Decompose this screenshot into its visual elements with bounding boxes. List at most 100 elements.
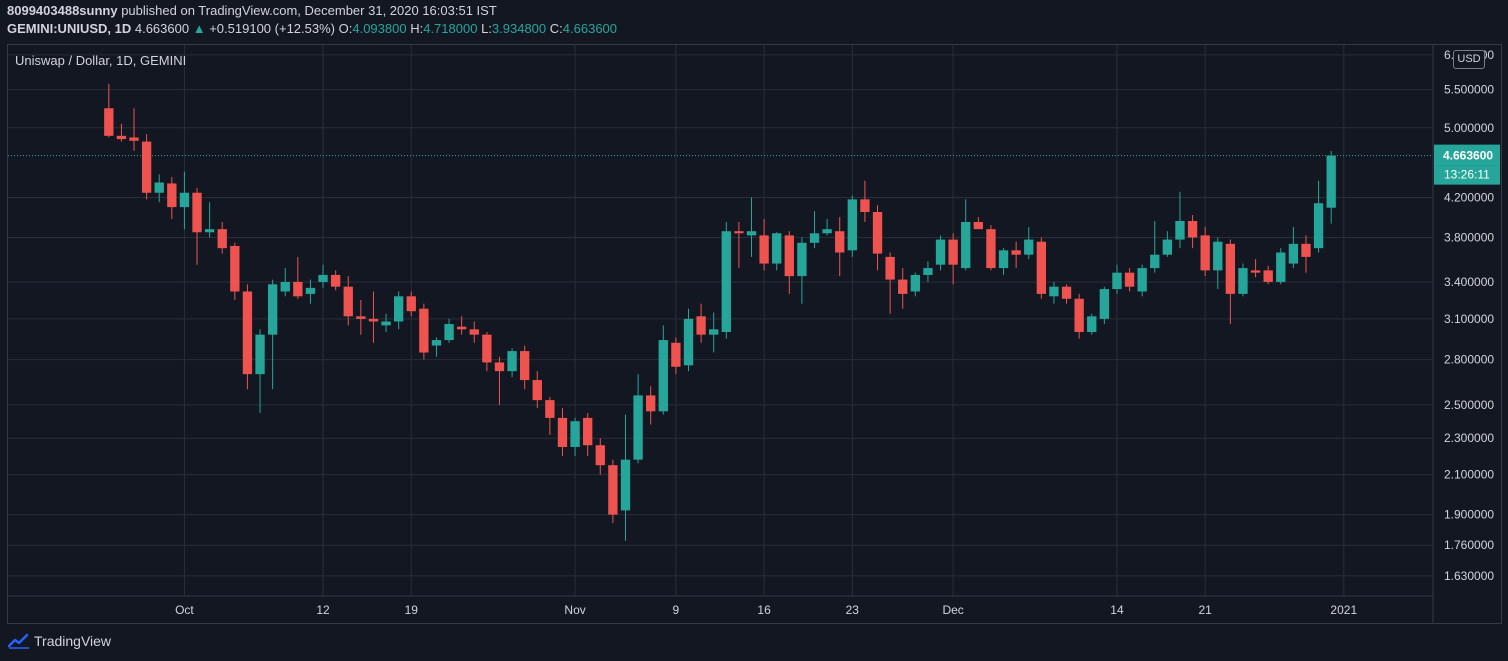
candle-body	[721, 231, 731, 332]
candle-body	[1301, 243, 1311, 257]
price-tick-label: 2.100000	[1444, 468, 1494, 482]
candle-body	[141, 141, 152, 193]
candle-body	[1250, 270, 1261, 273]
candle-body	[532, 380, 542, 401]
time-tick-label: 21	[1198, 603, 1212, 617]
candle-body	[835, 231, 845, 253]
candle-body	[570, 421, 580, 448]
candle-body	[1313, 203, 1324, 249]
chart-frame	[7, 44, 1502, 624]
candle-body	[948, 239, 958, 265]
candle-body	[356, 316, 366, 319]
candle-body	[1150, 254, 1160, 269]
price-tick-label: 1.760000	[1444, 538, 1494, 552]
candle-body	[583, 417, 593, 446]
candle-body	[494, 362, 505, 372]
high-label: H:	[410, 21, 424, 36]
candle-body	[381, 321, 391, 326]
candle-body	[847, 199, 857, 251]
symbol-label: GEMINI:UNIUSD, 1D	[7, 21, 132, 36]
brand-label: TradingView	[34, 633, 112, 649]
price-tick-label: 3.100000	[1444, 312, 1494, 326]
candle-body	[469, 329, 479, 335]
candle-body	[204, 229, 215, 233]
candle-body	[923, 268, 933, 275]
candle-body	[393, 296, 404, 322]
candle-body	[217, 229, 227, 249]
candle-body	[1124, 272, 1135, 287]
candle-body	[696, 316, 706, 335]
open-label: O:	[338, 21, 353, 36]
candle-body	[267, 284, 278, 335]
close-value: 4.663600	[562, 21, 618, 36]
candle-body	[772, 233, 782, 264]
candle-body	[557, 417, 568, 448]
time-tick-label: 2021	[1330, 603, 1357, 617]
candle-body	[507, 351, 517, 372]
candle-body	[368, 318, 379, 322]
candle-body	[154, 182, 164, 193]
candle-body	[746, 231, 757, 236]
candle-body	[482, 334, 492, 363]
candle-body	[167, 183, 177, 208]
time-tick-label: Dec	[942, 603, 963, 617]
candle-body	[444, 324, 454, 341]
candle-body	[986, 229, 996, 269]
up-arrow-icon: ▲	[192, 21, 206, 36]
candle-body	[885, 256, 895, 280]
price-tick-label: 4.200000	[1444, 190, 1494, 204]
price-tick-label: 3.400000	[1444, 275, 1494, 289]
candle-body	[1099, 289, 1110, 319]
price-tick-label: 3.800000	[1444, 230, 1494, 244]
candle-body	[709, 329, 719, 335]
candle-body	[1200, 235, 1210, 271]
open-value: 4.093800	[352, 21, 407, 36]
candle-body	[961, 222, 971, 269]
candle-body	[1187, 220, 1198, 238]
candle-body	[998, 250, 1009, 269]
candle-body	[1112, 272, 1122, 290]
chart-title: Uniswap / Dollar, 1D, GEMINI	[15, 53, 187, 68]
candle-body	[809, 233, 820, 243]
candle-body	[910, 274, 920, 292]
candle-body	[658, 340, 668, 412]
candle-body	[242, 291, 253, 375]
price-change: +0.519100 (+12.53%)	[209, 21, 335, 36]
candle-body	[620, 459, 631, 511]
price-tick-label: 5.000000	[1444, 121, 1494, 135]
candle-body	[1061, 286, 1072, 299]
countdown-badge	[1434, 165, 1500, 185]
time-tick-label: 19	[405, 603, 419, 617]
time-tick-label: 14	[1110, 603, 1124, 617]
currency-selector[interactable]: USD	[1453, 50, 1485, 69]
candle-body	[797, 242, 807, 277]
time-tick-label: 9	[673, 603, 680, 617]
low-label: L:	[481, 21, 492, 36]
price-tick-label: 2.500000	[1444, 398, 1494, 412]
price-tick-label: 1.900000	[1444, 508, 1494, 522]
candle-body	[822, 229, 832, 234]
candle-body	[1036, 241, 1047, 294]
candle-body	[1276, 252, 1286, 282]
candle-body	[1175, 220, 1185, 240]
time-tick-label: Oct	[175, 603, 194, 617]
candle-body	[104, 108, 114, 136]
time-tick-label: 23	[846, 603, 860, 617]
last-price-badge-label: 4.663600	[1443, 149, 1493, 163]
tradingview-logo[interactable]: TradingView	[8, 633, 111, 649]
candle-body	[129, 137, 139, 141]
last-price: 4.663600	[134, 21, 190, 36]
candle-body	[179, 192, 190, 208]
last-price-badge	[1434, 144, 1500, 166]
author-name[interactable]: 8099403488sunny	[7, 3, 118, 18]
price-tick-label: 2.300000	[1444, 431, 1494, 445]
candle-body	[330, 274, 341, 287]
candle-body	[343, 286, 353, 317]
candle-body	[1288, 243, 1299, 264]
low-value: 3.934800	[491, 21, 547, 36]
countdown-badge-label: 13:26:11	[1444, 168, 1490, 182]
candle-body	[1263, 270, 1273, 282]
candle-body	[973, 222, 983, 230]
candle-body	[898, 279, 908, 294]
